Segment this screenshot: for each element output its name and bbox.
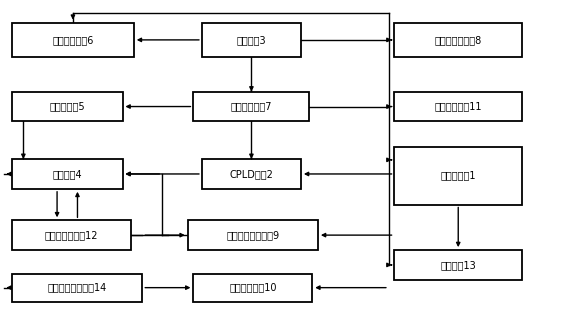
Bar bbox=[187, 220, 318, 250]
Bar bbox=[12, 159, 123, 189]
Text: 面包板模块5: 面包板模块5 bbox=[49, 101, 85, 112]
Text: 光电实验插板模块14: 光电实验插板模块14 bbox=[48, 283, 107, 293]
Bar bbox=[395, 250, 522, 280]
Text: CPLD模块2: CPLD模块2 bbox=[229, 169, 273, 179]
Bar bbox=[12, 92, 123, 122]
Text: 总线模块4: 总线模块4 bbox=[52, 169, 82, 179]
Text: 光源模块13: 光源模块13 bbox=[440, 260, 476, 270]
Bar bbox=[395, 92, 522, 122]
Bar bbox=[12, 220, 131, 250]
Bar bbox=[395, 23, 522, 57]
Text: 照度测量模块10: 照度测量模块10 bbox=[229, 283, 277, 293]
Text: 电源模块3: 电源模块3 bbox=[237, 35, 266, 45]
Text: 激光电源模块11: 激光电源模块11 bbox=[435, 101, 482, 112]
Text: 系统资源模块7: 系统资源模块7 bbox=[231, 101, 272, 112]
Bar bbox=[12, 23, 134, 57]
Bar bbox=[12, 273, 143, 302]
Bar bbox=[202, 23, 301, 57]
Bar bbox=[193, 273, 312, 302]
Text: 可调电位器模块8: 可调电位器模块8 bbox=[435, 35, 482, 45]
Bar bbox=[202, 159, 301, 189]
Text: 液晶显示模块6: 液晶显示模块6 bbox=[52, 35, 94, 45]
Text: 光电传感器模块12: 光电传感器模块12 bbox=[45, 230, 98, 240]
Text: 单片机模块1: 单片机模块1 bbox=[440, 170, 476, 180]
Bar bbox=[193, 92, 310, 122]
Text: 电压电流测量模块9: 电压电流测量模块9 bbox=[226, 230, 279, 240]
Bar bbox=[395, 146, 522, 204]
